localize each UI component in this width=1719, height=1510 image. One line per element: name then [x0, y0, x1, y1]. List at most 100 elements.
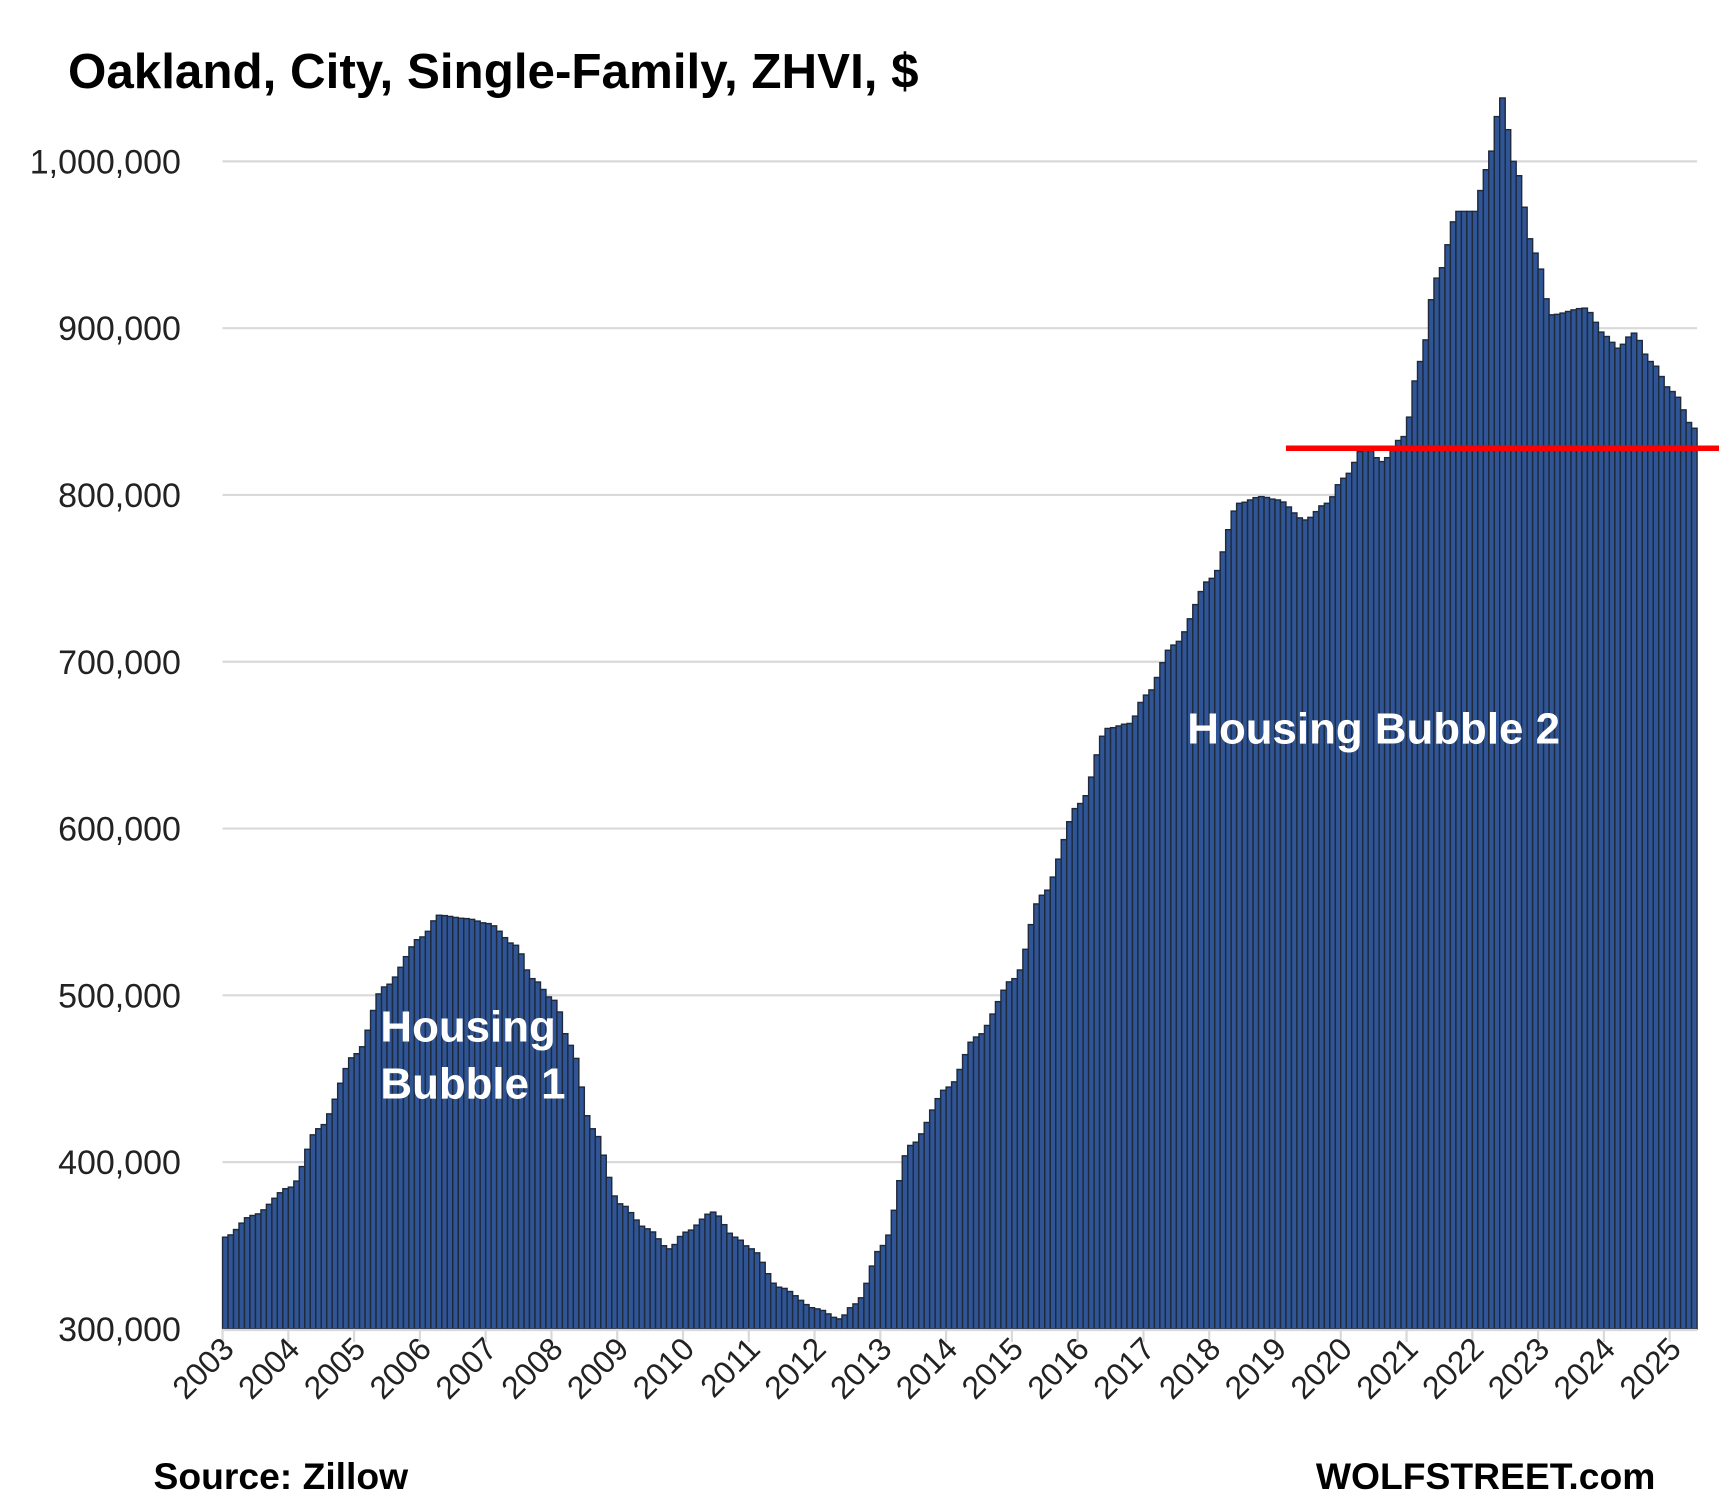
- bar: [304, 1148, 311, 1330]
- bar: [759, 1261, 766, 1330]
- bar: [896, 1179, 903, 1330]
- bar: [594, 1135, 602, 1330]
- bar: [1065, 820, 1073, 1330]
- bar: [1159, 661, 1167, 1330]
- bar: [660, 1245, 668, 1330]
- bar: [1142, 694, 1150, 1330]
- bar: [347, 1057, 355, 1330]
- bar: [605, 1176, 613, 1330]
- bar: [589, 1128, 597, 1330]
- bar: [1224, 529, 1232, 1330]
- bar: [1279, 501, 1287, 1330]
- y-tick-label: 400,000: [58, 1144, 181, 1182]
- bar: [1268, 498, 1276, 1330]
- bar: [868, 1265, 876, 1330]
- bar: [1219, 551, 1227, 1330]
- bar: [221, 1236, 229, 1330]
- x-tick-label: 2009: [560, 1330, 635, 1405]
- bar: [753, 1252, 761, 1330]
- bar: [1455, 210, 1463, 1330]
- bar: [276, 1192, 284, 1330]
- bar: [1148, 689, 1156, 1330]
- bar: [698, 1218, 706, 1330]
- bar: [1312, 510, 1320, 1330]
- bar: [638, 1225, 646, 1330]
- x-tick-label: 2025: [1612, 1330, 1687, 1405]
- bar: [1345, 472, 1353, 1330]
- bar: [468, 918, 476, 1330]
- bar: [846, 1307, 854, 1330]
- bar: [1383, 456, 1391, 1330]
- y-axis-ticks: 300,000 400,000 500,000 600,000 700,000 800,0…: [30, 143, 181, 1349]
- x-tick-label: 2012: [757, 1330, 832, 1405]
- bar: [600, 1154, 607, 1330]
- x-tick-label: 2004: [231, 1330, 306, 1405]
- bar: [1203, 581, 1210, 1330]
- bar: [1263, 496, 1271, 1330]
- bar: [1208, 577, 1216, 1330]
- bar: [325, 1113, 333, 1330]
- bar: [928, 1109, 936, 1330]
- bar: [1285, 506, 1293, 1330]
- bar: [1109, 726, 1117, 1330]
- bar: [1559, 312, 1567, 1330]
- bar: [786, 1290, 794, 1330]
- bar: [1400, 435, 1408, 1330]
- bar: [1636, 339, 1643, 1330]
- x-tick-label: 2005: [297, 1330, 372, 1405]
- bar: [950, 1081, 958, 1330]
- bar: [824, 1313, 832, 1330]
- bar: [654, 1238, 662, 1330]
- bar: [1466, 210, 1474, 1330]
- bar: [457, 917, 465, 1330]
- bar: [737, 1239, 745, 1330]
- bar: [857, 1297, 865, 1330]
- bar: [1372, 456, 1380, 1330]
- bar: [1016, 969, 1024, 1330]
- bar: [282, 1187, 290, 1330]
- bar: [797, 1299, 805, 1330]
- x-tick-label: 2019: [1218, 1330, 1293, 1405]
- bar: [1230, 510, 1238, 1330]
- bar: [424, 930, 432, 1330]
- bar: [452, 916, 459, 1330]
- annotation-bubble1-line2: Bubble 1: [380, 1060, 565, 1109]
- bar: [265, 1203, 273, 1330]
- bar: [1394, 439, 1402, 1330]
- bar: [495, 930, 503, 1330]
- bar: [1460, 210, 1468, 1330]
- bar: [665, 1248, 673, 1330]
- bar: [358, 1046, 366, 1330]
- bar: [769, 1282, 777, 1330]
- bars: [221, 97, 1698, 1330]
- bar: [1449, 221, 1457, 1330]
- bar: [611, 1195, 618, 1330]
- bar: [1526, 238, 1534, 1330]
- bar: [309, 1134, 317, 1330]
- bar: [1630, 332, 1638, 1330]
- bar: [1603, 335, 1611, 1330]
- chart-title: Oakland, City, Single-Family, ZHVI, $: [68, 44, 919, 99]
- bar: [1340, 477, 1347, 1330]
- bar: [1027, 923, 1035, 1330]
- bar: [227, 1234, 235, 1330]
- bar: [1351, 461, 1358, 1330]
- bar: [945, 1086, 953, 1330]
- bar: [791, 1295, 799, 1330]
- bar: [441, 914, 449, 1330]
- bar: [1531, 252, 1539, 1330]
- bar: [1438, 266, 1446, 1330]
- bar: [430, 920, 438, 1330]
- bar: [901, 1155, 909, 1330]
- bar: [621, 1205, 629, 1330]
- x-tick-label: 2018: [1152, 1330, 1227, 1405]
- bar: [1652, 365, 1660, 1330]
- bar: [978, 1033, 986, 1330]
- bar: [1235, 502, 1243, 1330]
- bar: [907, 1144, 914, 1330]
- bar: [1619, 343, 1627, 1330]
- bar: [1444, 244, 1452, 1330]
- bar: [748, 1248, 755, 1330]
- annotation-bubble1-line1: Housing: [380, 1003, 555, 1052]
- bar: [1575, 307, 1583, 1330]
